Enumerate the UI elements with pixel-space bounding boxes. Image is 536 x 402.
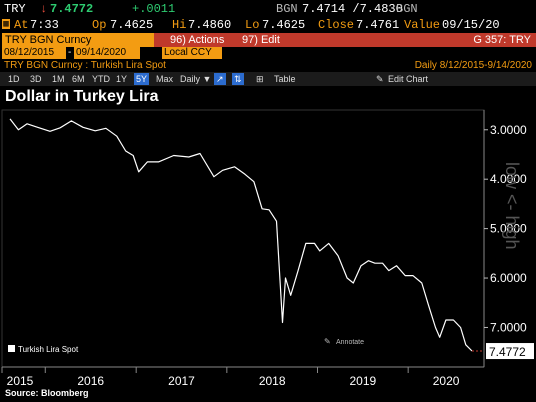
timeframe-1y[interactable]: 1Y xyxy=(116,74,128,84)
timeframe-1m[interactable]: 1M xyxy=(52,74,65,84)
price-change: +.0011 xyxy=(132,2,176,16)
last-value-label: 7.4772 xyxy=(489,345,526,359)
high-label: Hi xyxy=(172,18,187,32)
open-value: 7.4625 xyxy=(110,18,154,32)
y-tick-label: 4.0000 xyxy=(490,172,527,186)
x-tick-label: 2019 xyxy=(349,374,376,388)
quote-line: TRY ↓ 7.4772 +.0011 BGN 7.4714 /7.4830 B… xyxy=(0,0,536,17)
info-icon[interactable]: ▦ xyxy=(2,19,10,29)
plot-frame xyxy=(1,109,485,368)
low-value: 7.4625 xyxy=(262,18,306,32)
high-value: 7.4860 xyxy=(188,18,232,32)
security-description: TRY BGN Curncy : Turkish Lira Spot xyxy=(4,60,166,71)
last-value-box xyxy=(486,343,534,360)
edit-chart-icon[interactable]: ✎ xyxy=(376,74,384,84)
value-date: 09/15/20 xyxy=(442,18,500,32)
y-axis-caption: low <- high xyxy=(502,162,522,250)
date-range-row: 08/12/2015 - 09/14/2020 Local CCY xyxy=(0,47,536,60)
periodicity-range: Daily 8/12/2015-9/14/2020 xyxy=(414,60,532,71)
command-bar: TRY BGN Curncy 96) Actions 97) Edit G 35… xyxy=(0,33,536,47)
annotate-icon[interactable]: ✎ xyxy=(324,337,331,346)
x-tick-label: 2016 xyxy=(77,374,104,388)
legend-label: Turkish Lira Spot xyxy=(18,345,79,354)
timeframe-3d[interactable]: 3D xyxy=(30,74,42,84)
description-row: TRY BGN Curncy : Turkish Lira Spot Daily… xyxy=(0,60,536,72)
x-tick-label: 2018 xyxy=(259,374,286,388)
x-tick-label: 2017 xyxy=(168,374,195,388)
value-date-label: Value xyxy=(404,18,441,32)
time-label: At xyxy=(14,18,29,32)
series-line-turkish-lira-spot xyxy=(9,118,473,352)
table-icon[interactable]: ⊞ xyxy=(256,74,264,84)
low-label: Lo xyxy=(245,18,260,32)
timeframe-5y[interactable]: 5Y xyxy=(134,73,150,85)
price-source: BGN xyxy=(276,2,298,16)
chart-toolbar: 1D 3D 1M 6M YTD 1Y 5Y Max Daily ▼ ↗ ⇅ ⊞ … xyxy=(0,72,536,86)
last-price: 7.4772 xyxy=(50,2,94,16)
edit-menu[interactable]: 97) Edit xyxy=(242,33,302,47)
table-button[interactable]: Table xyxy=(274,74,296,84)
y-tick-label: 5.0000 xyxy=(490,222,527,236)
edit-chart-button[interactable]: Edit Chart xyxy=(388,74,429,84)
timeframe-6m[interactable]: 6M xyxy=(72,74,85,84)
timeframe-ytd[interactable]: YTD xyxy=(92,74,110,84)
y-tick-label: 6.0000 xyxy=(490,271,527,285)
bid-ask: 7.4714 /7.4830 xyxy=(302,2,403,16)
session-line: ▦ At 7:33 Op 7.4625 Hi 7.4860 Lo 7.4625 … xyxy=(0,17,536,33)
close-value: 7.4761 xyxy=(356,18,400,32)
x-tick-label: 2020 xyxy=(433,374,460,388)
bar-chart-icon[interactable]: ⇅ xyxy=(232,73,244,85)
date-separator: - xyxy=(68,47,72,58)
legend-swatch xyxy=(8,345,15,352)
open-label: Op xyxy=(92,18,107,32)
ticker-symbol[interactable]: TRY xyxy=(4,2,26,16)
source-note: Source: Bloomberg xyxy=(5,388,89,398)
actions-menu[interactable]: 96) Actions xyxy=(170,33,232,47)
down-arrow-icon: ↓ xyxy=(40,2,48,16)
time-value: 7:33 xyxy=(30,18,59,32)
currency-select[interactable]: Local CCY xyxy=(162,47,222,59)
security-field[interactable]: TRY BGN Curncy xyxy=(2,33,154,47)
page-number: G 357: TRY xyxy=(468,33,534,47)
y-tick-label: 3.0000 xyxy=(490,123,527,137)
x-tick-label: 2015 xyxy=(7,374,34,388)
periodicity-select[interactable]: Daily ▼ xyxy=(180,74,212,84)
timeframe-1d[interactable]: 1D xyxy=(8,74,20,84)
price-source-2: BGN xyxy=(396,2,418,16)
timeframe-max[interactable]: Max xyxy=(156,74,174,84)
y-tick-label: 7.0000 xyxy=(490,320,527,334)
end-date-input[interactable]: 09/14/2020 xyxy=(74,47,140,59)
annotate-button[interactable]: Annotate xyxy=(336,339,364,346)
chart-title: Dollar in Turkey Lira xyxy=(5,88,159,105)
start-date-input[interactable]: 08/12/2015 xyxy=(2,47,66,59)
close-label: Close xyxy=(318,18,355,32)
line-chart-icon[interactable]: ↗ xyxy=(214,73,226,85)
